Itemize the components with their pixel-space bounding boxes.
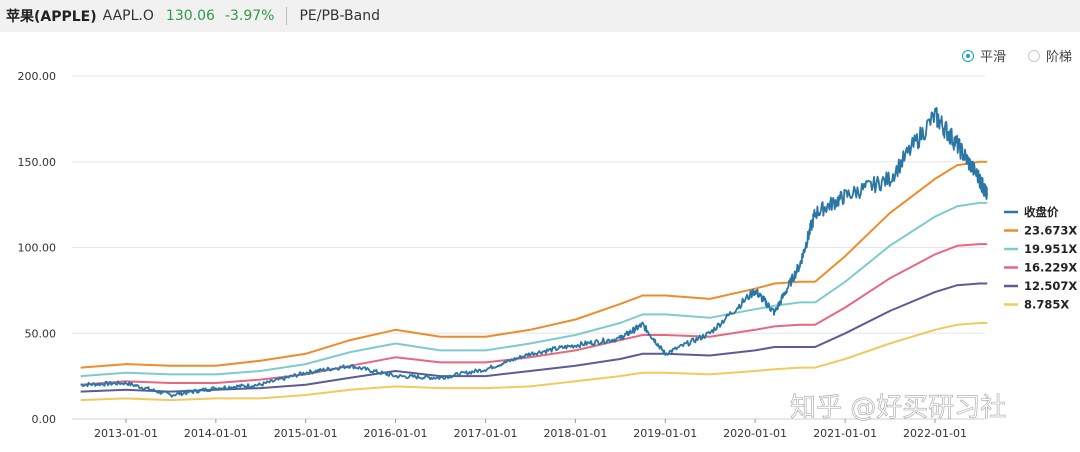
step-radio-label: 阶梯 — [1045, 50, 1072, 65]
y-tick-label: 100.00 — [18, 242, 57, 255]
band-mode-label: PE/PB-Band — [299, 8, 380, 24]
legend-item[interactable]: 收盘价 — [1004, 205, 1059, 219]
watermark-text: 知乎 @好买研习社 — [790, 393, 1006, 423]
step-radio[interactable]: 阶梯 — [1027, 46, 1072, 65]
legend-label: 19.951X — [1024, 242, 1077, 256]
legend-label: 23.673X — [1024, 224, 1077, 238]
radio-checked-icon — [961, 49, 974, 62]
line-style-options: 平滑 阶梯 — [940, 46, 1072, 65]
x-tick-label: 2022-01-01 — [903, 427, 967, 440]
legend-label: 12.507X — [1024, 279, 1077, 293]
y-tick-label: 200.00 — [18, 70, 57, 83]
x-tick-label: 2017-01-01 — [454, 427, 518, 440]
x-tick-label: 2019-01-01 — [633, 427, 697, 440]
y-tick-label: 0.00 — [32, 413, 57, 426]
smooth-radio[interactable]: 平滑 — [961, 46, 1006, 65]
y-tick-label: 50.00 — [25, 327, 57, 340]
radio-unchecked-icon — [1027, 49, 1040, 62]
x-tick-label: 2014-01-01 — [184, 427, 248, 440]
series-line — [80, 322, 988, 402]
smooth-radio-label: 平滑 — [979, 50, 1006, 65]
series-line — [80, 243, 988, 386]
legend-item[interactable]: 16.229X — [1004, 261, 1077, 275]
x-tick-label: 2013-01-01 — [94, 427, 158, 440]
series-line — [80, 282, 988, 393]
stock-code: AAPL.O — [102, 8, 154, 24]
x-tick-label: 2021-01-01 — [813, 427, 877, 440]
x-tick-label: 2015-01-01 — [274, 427, 338, 440]
legend: 收盘价 23.673X 19.951X 16.229X 12.507X 8.785X — [1004, 205, 1077, 312]
stock-price: 130.06 — [165, 8, 215, 24]
header-divider — [286, 7, 288, 25]
legend-item[interactable]: 8.785X — [1004, 298, 1069, 312]
x-tick-label: 2016-01-01 — [364, 427, 428, 440]
stock-name: 苹果(APPLE) — [6, 9, 97, 25]
y-tick-label: 150.00 — [18, 156, 57, 169]
x-tick-label: 2020-01-01 — [723, 427, 787, 440]
series-line — [80, 160, 988, 369]
legend-item[interactable]: 23.673X — [1004, 224, 1077, 238]
y-axis-ticks: 0.00 50.00 100.00 150.00 200.00 — [18, 70, 57, 426]
series-lines — [80, 107, 988, 402]
series-line — [80, 201, 988, 378]
grid-lines — [72, 75, 985, 420]
legend-item[interactable]: 12.507X — [1004, 279, 1077, 293]
stock-header: 苹果(APPLE) AAPL.O 130.06 -3.97% PE/PB-Ban… — [0, 0, 1080, 32]
x-axis-ticks: 2013-01-01 2014-01-01 2015-01-01 2016-01-01… — [94, 419, 967, 440]
legend-label: 收盘价 — [1024, 205, 1059, 219]
x-tick-label: 2018-01-01 — [543, 427, 607, 440]
series-line — [80, 107, 988, 398]
stock-change: -3.97% — [224, 8, 275, 24]
legend-label: 8.785X — [1024, 298, 1069, 312]
legend-item[interactable]: 19.951X — [1004, 242, 1077, 256]
legend-label: 16.229X — [1024, 261, 1077, 275]
